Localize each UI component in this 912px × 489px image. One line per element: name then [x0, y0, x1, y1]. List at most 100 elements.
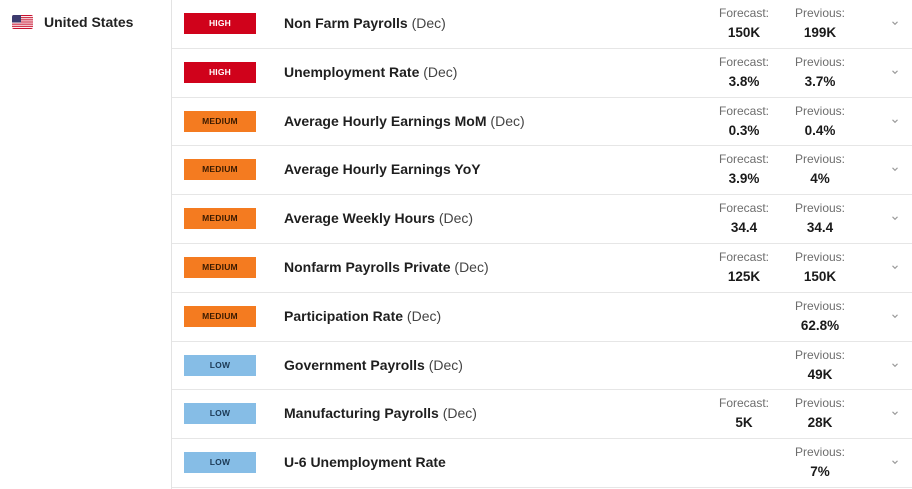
previous-value: 7%: [810, 464, 830, 480]
event-title: Nonfarm Payrolls Private: [284, 258, 451, 275]
impact-badge: HIGH: [184, 13, 256, 34]
us-flag-icon: [12, 15, 33, 29]
chevron-down-icon[interactable]: [890, 360, 900, 370]
impact-badge: MEDIUM: [184, 208, 256, 230]
event-row[interactable]: MEDIUM Average Weekly Hours (Dec) Foreca…: [172, 195, 912, 244]
event-name: Non Farm Payrolls (Dec): [284, 15, 446, 31]
chevron-down-icon[interactable]: [890, 311, 900, 321]
forecast-value: 5K: [735, 415, 753, 431]
event-period: (Dec): [411, 15, 446, 31]
event-name: Government Payrolls (Dec): [284, 357, 463, 373]
event-period: (Dec): [442, 405, 477, 422]
event-title: Average Weekly Hours: [284, 210, 435, 227]
forecast-value: 3.8%: [728, 73, 760, 89]
event-period: (Dec): [454, 258, 489, 275]
previous-label: Previous:: [794, 201, 846, 216]
country-column: United States: [0, 0, 172, 489]
impact-badge: LOW: [184, 403, 256, 425]
impact-badge: MEDIUM: [184, 159, 256, 181]
event-period: (Dec): [423, 63, 458, 80]
previous-label: Previous:: [794, 445, 846, 460]
impact-badge: LOW: [184, 354, 256, 376]
forecast-label: Forecast:: [718, 54, 769, 69]
event-name: Average Hourly Earnings MoM (Dec): [284, 113, 525, 129]
previous-block: Previous: 199K: [788, 6, 852, 41]
previous-label: Previous:: [794, 347, 846, 362]
event-title: Unemployment Rate: [284, 63, 420, 80]
event-row[interactable]: HIGH Unemployment Rate (Dec) Forecast: 3.…: [172, 49, 912, 98]
forecast-label: Forecast:: [718, 201, 769, 216]
event-name: Manufacturing Payrolls (Dec): [284, 405, 477, 421]
forecast-label: Forecast:: [718, 6, 769, 20]
forecast-block: [712, 348, 776, 353]
event-row[interactable]: MEDIUM Average Hourly Earnings MoM (Dec)…: [172, 98, 912, 147]
chevron-down-icon[interactable]: [890, 408, 900, 418]
previous-block: Previous: 49K: [788, 348, 852, 383]
previous-block: Previous: 3.7%: [788, 55, 852, 90]
impact-badge: MEDIUM: [184, 305, 256, 327]
previous-label: Previous:: [794, 6, 846, 20]
impact-badge: HIGH: [184, 61, 256, 83]
event-row[interactable]: LOW U-6 Unemployment Rate Previous: 7%: [172, 439, 912, 488]
previous-block: Previous: 62.8%: [788, 299, 852, 334]
previous-value: 199K: [803, 25, 837, 40]
forecast-block: Forecast: 125K: [712, 250, 776, 285]
forecast-block: Forecast: 0.3%: [712, 104, 776, 139]
forecast-label: Forecast:: [718, 152, 769, 167]
previous-label: Previous:: [794, 396, 846, 411]
event-title: U-6 Unemployment Rate: [284, 454, 446, 471]
event-period: (Dec): [438, 210, 474, 227]
event-name: Average Hourly Earnings YoY: [284, 161, 481, 177]
forecast-block: [712, 299, 776, 304]
previous-block: Previous: 0.4%: [788, 104, 852, 139]
event-title: Average Hourly Earnings YoY: [284, 161, 481, 178]
event-title: Average Hourly Earnings MoM: [284, 112, 487, 129]
chevron-down-icon[interactable]: [890, 116, 900, 126]
event-row[interactable]: MEDIUM Nonfarm Payrolls Private (Dec) Fo…: [172, 244, 912, 293]
event-period: (Dec): [428, 356, 463, 373]
event-name: Participation Rate (Dec): [284, 308, 441, 324]
impact-badge: MEDIUM: [184, 256, 256, 278]
chevron-down-icon[interactable]: [890, 164, 900, 174]
previous-value: 3.7%: [804, 73, 836, 89]
event-row[interactable]: MEDIUM Average Hourly Earnings YoY Forec…: [172, 146, 912, 196]
event-name: Nonfarm Payrolls Private (Dec): [284, 259, 489, 275]
chevron-down-icon[interactable]: [890, 67, 900, 77]
event-row[interactable]: MEDIUM Participation Rate (Dec) Previous…: [172, 293, 912, 342]
previous-label: Previous:: [794, 103, 846, 118]
forecast-block: [712, 445, 776, 450]
forecast-value: 0.3%: [728, 122, 760, 138]
event-period: (Dec): [490, 112, 525, 129]
event-name: Average Weekly Hours (Dec): [284, 210, 473, 226]
event-row[interactable]: HIGH Non Farm Payrolls (Dec) Forecast: 15…: [172, 0, 912, 49]
previous-value: 150K: [803, 268, 837, 284]
event-list: HIGH Non Farm Payrolls (Dec) Forecast: 15…: [172, 0, 912, 488]
previous-value: 62.8%: [800, 317, 840, 333]
forecast-value: 125K: [727, 268, 761, 284]
event-name: Unemployment Rate (Dec): [284, 64, 457, 80]
forecast-value: 34.4: [730, 220, 758, 236]
country-name: United States: [44, 14, 134, 30]
event-title: Non Farm Payrolls: [284, 15, 408, 31]
previous-label: Previous:: [794, 54, 846, 69]
event-row[interactable]: LOW Manufacturing Payrolls (Dec) Forecas…: [172, 390, 912, 440]
previous-label: Previous:: [794, 249, 846, 264]
chevron-down-icon[interactable]: [890, 457, 900, 467]
event-name: U-6 Unemployment Rate: [284, 454, 446, 470]
previous-block: Previous: 4%: [788, 152, 852, 187]
previous-value: 34.4: [806, 220, 834, 236]
previous-value: 49K: [807, 366, 833, 382]
forecast-value: 150K: [727, 25, 761, 40]
forecast-block: Forecast: 3.9%: [712, 152, 776, 187]
chevron-down-icon[interactable]: [890, 213, 900, 223]
event-title: Manufacturing Payrolls: [284, 405, 439, 422]
chevron-down-icon[interactable]: [890, 262, 900, 272]
previous-block: Previous: 150K: [788, 250, 852, 285]
event-row[interactable]: LOW Government Payrolls (Dec) Previous: 4…: [172, 342, 912, 391]
forecast-block: Forecast: 5K: [712, 396, 776, 431]
chevron-down-icon[interactable]: [890, 18, 900, 28]
previous-value: 0.4%: [804, 122, 836, 138]
forecast-block: Forecast: 34.4: [712, 201, 776, 236]
previous-block: Previous: 7%: [788, 445, 852, 480]
